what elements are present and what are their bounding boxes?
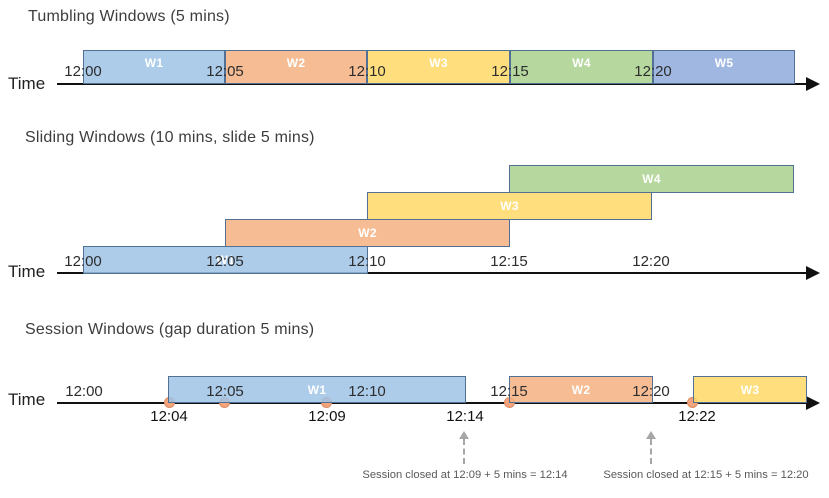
- sliding-section-title: Sliding Windows (10 mins, slide 5 mins): [25, 129, 315, 146]
- window-label: W3: [740, 382, 760, 397]
- tumbling-section-title: Tumbling Windows (5 mins): [28, 8, 230, 25]
- session-closed-annotation-1: Session closed at 12:09 + 5 mins = 12:14: [362, 469, 568, 481]
- tick-label: 12:00: [65, 383, 103, 400]
- tick-label: 12:20: [634, 63, 672, 80]
- tick-label: 12:15: [490, 383, 528, 400]
- window-label: W4: [572, 56, 591, 70]
- tick-label: 12:20: [632, 383, 670, 400]
- tumbling-window-w4: W4: [510, 50, 653, 84]
- tumbling-window-w3: W3: [367, 50, 510, 84]
- session-time-axis: [57, 402, 806, 404]
- window-label: W2: [571, 382, 591, 397]
- dashed-up-arrow-icon: [646, 431, 656, 439]
- sliding-window-w2: W2: [225, 219, 510, 247]
- session-window-w1: W1: [168, 376, 466, 403]
- sliding-window-w1: W1: [83, 246, 368, 274]
- sliding-window-w3: W3: [367, 192, 652, 220]
- session-axis-arrow-icon: [806, 396, 820, 410]
- tick-label: 12:10: [348, 253, 386, 270]
- session-time-axis-label: Time: [8, 390, 46, 409]
- window-label: W2: [358, 226, 377, 240]
- tumbling-window-w5: W5: [653, 50, 795, 84]
- tumbling-time-axis: [57, 83, 806, 85]
- sliding-time-axis-label: Time: [8, 262, 46, 281]
- window-label: W3: [429, 56, 448, 70]
- session-window-w2: W2: [509, 376, 653, 403]
- tumbling-time-axis-label: Time: [8, 74, 46, 93]
- event-time-label: 12:22: [678, 408, 716, 425]
- tick-label: 12:05: [206, 383, 244, 400]
- tick-label: 12:05: [206, 253, 244, 270]
- event-time-label: 12:04: [150, 408, 188, 425]
- session-closed-annotation-2: Session closed at 12:15 + 5 mins = 12:20: [603, 469, 809, 481]
- tick-label: 12:00: [64, 253, 102, 270]
- window-label: W3: [500, 199, 519, 213]
- sliding-axis-arrow-icon: [806, 266, 820, 280]
- event-time-label: 12:14: [446, 408, 484, 425]
- dashed-arrow-line: [463, 439, 465, 464]
- window-label: W4: [642, 172, 661, 186]
- tumbling-window-w1: W1: [83, 50, 225, 84]
- window-label: W2: [286, 56, 306, 70]
- tick-label: 12:15: [491, 63, 529, 80]
- tumbling-axis-arrow-icon: [806, 77, 820, 91]
- session-window-w3: W3: [693, 376, 807, 403]
- event-time-label: 12:09: [308, 408, 346, 425]
- sliding-time-axis: [57, 272, 806, 274]
- dashed-arrow-line: [650, 439, 652, 464]
- tick-label: 12:20: [632, 253, 670, 270]
- tick-label: 12:05: [206, 63, 244, 80]
- tumbling-window-w2: W2: [225, 50, 367, 84]
- window-label: W1: [216, 253, 235, 267]
- window-label: W1: [144, 56, 164, 70]
- sliding-window-w4: W4: [509, 165, 794, 193]
- tick-label: 12:15: [490, 253, 528, 270]
- window-label: W5: [714, 56, 734, 70]
- tick-label: 12:00: [64, 63, 102, 80]
- window-label: W1: [307, 382, 327, 397]
- session-section-title: Session Windows (gap duration 5 mins): [25, 321, 315, 338]
- dashed-up-arrow-icon: [459, 431, 469, 439]
- tick-label: 12:10: [348, 383, 386, 400]
- tick-label: 12:10: [348, 63, 386, 80]
